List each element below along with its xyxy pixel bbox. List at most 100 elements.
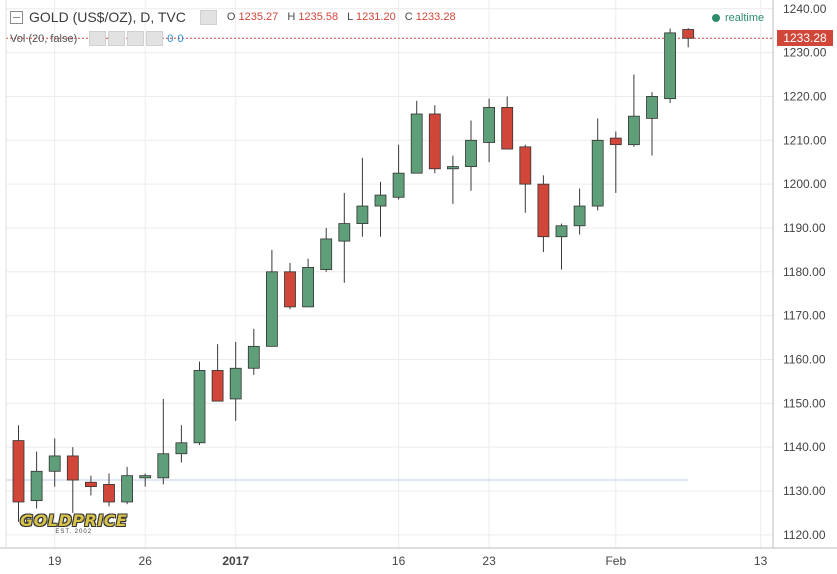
candle-body	[465, 139, 477, 167]
candle-body	[356, 205, 369, 224]
ohlc-low-value: 1231.20	[355, 11, 396, 23]
logo-sub-text: EST. 2002	[55, 529, 93, 535]
collapse-icon[interactable]	[10, 10, 23, 24]
candle	[66, 447, 79, 513]
y-tick-label: 1240.00	[783, 2, 827, 16]
symbol-title[interactable]: GOLD (US$/OZ), D, TVC	[29, 9, 186, 25]
candle	[374, 181, 387, 237]
candle-body	[157, 453, 170, 479]
status-dot-icon	[712, 14, 720, 22]
candle	[103, 473, 115, 507]
goldprice-logo: GOLDPRICE EST. 2002	[20, 511, 127, 535]
candle-body	[338, 223, 351, 242]
candle-body	[628, 115, 640, 146]
ohlc-high-label: H	[287, 11, 296, 23]
candle-body	[646, 96, 658, 119]
grid	[6, 0, 773, 548]
candle	[573, 188, 586, 235]
candle	[628, 74, 640, 147]
candle	[664, 28, 676, 104]
candle-body	[519, 146, 532, 185]
candle-body	[139, 475, 152, 479]
y-tick-label: 1130.00	[783, 484, 826, 498]
candle	[609, 131, 622, 193]
candle	[48, 438, 61, 487]
candle-body	[211, 370, 224, 402]
candle-body	[103, 484, 115, 503]
candle-body	[193, 370, 206, 444]
candle	[139, 473, 152, 487]
chart-legend: GOLD (US$/OZ), D, TVC O 1235.27 H 1235.5…	[10, 9, 462, 25]
candle	[465, 120, 477, 191]
last-price-badge: 1233.28	[777, 30, 833, 47]
candle	[247, 328, 260, 375]
candle	[265, 249, 278, 347]
candle	[302, 258, 315, 308]
candle-body	[302, 267, 315, 308]
candle	[85, 475, 97, 496]
ohlc-values: O 1235.27 H 1235.58 L 1231.20 C 1233.28	[227, 11, 462, 23]
candle	[591, 118, 604, 211]
candle	[211, 344, 224, 402]
candle-body	[48, 455, 61, 472]
close-icon[interactable]	[127, 31, 145, 46]
y-tick-label: 1210.00	[783, 133, 827, 147]
x-tick-label: 23	[482, 554, 496, 568]
candle	[193, 361, 206, 445]
volume-legend: Vol (20, false) 0 0	[10, 31, 184, 46]
candle-body	[555, 225, 568, 238]
eye-icon[interactable]	[89, 31, 107, 46]
candle	[338, 192, 351, 283]
candle-body	[664, 32, 676, 100]
candle	[121, 466, 133, 505]
candle-body	[247, 345, 260, 369]
candle-body	[483, 107, 496, 143]
y-tick-label: 1180.00	[783, 265, 826, 279]
candle	[392, 144, 405, 200]
ohlc-open-label: O	[226, 11, 236, 23]
y-tick-label: 1160.00	[783, 352, 826, 366]
x-tick-label: 19	[48, 554, 62, 568]
candle	[555, 223, 568, 270]
x-tick-label: 16	[392, 554, 406, 568]
candle	[682, 28, 695, 48]
candle	[537, 175, 550, 253]
ohlc-low-label: L	[347, 11, 353, 23]
settings-icon[interactable]	[108, 31, 126, 46]
candle-body	[320, 238, 333, 271]
candle	[30, 451, 43, 509]
more-icon[interactable]	[146, 31, 164, 46]
candle-body	[609, 137, 622, 146]
candle-body	[121, 475, 133, 503]
candle	[320, 227, 333, 272]
y-tick-label: 1220.00	[783, 89, 827, 103]
logo-main-text: GOLDPRICE	[20, 511, 128, 530]
candle	[284, 263, 296, 310]
ohlc-close-label: C	[404, 11, 413, 23]
candle	[356, 157, 369, 237]
candle-body	[410, 113, 423, 174]
candle	[646, 92, 658, 156]
candle	[157, 398, 170, 485]
volume-buttons	[89, 31, 164, 46]
settings-icon[interactable]	[199, 9, 217, 25]
volume-value-1: 0	[167, 32, 174, 45]
volume-label[interactable]: Vol (20, false)	[10, 32, 78, 45]
ohlc-open-value: 1235.27	[238, 11, 279, 23]
y-tick-label: 1170.00	[783, 309, 826, 323]
candle-body	[428, 113, 441, 170]
candle	[519, 144, 532, 213]
x-tick-label: 2017	[222, 554, 249, 568]
candle-body	[30, 470, 43, 502]
candle-body	[374, 194, 387, 207]
candle	[12, 425, 25, 522]
x-tick-label: 13	[754, 554, 768, 568]
y-tick-label: 1230.00	[783, 46, 827, 60]
realtime-indicator: realtime	[712, 12, 764, 24]
candle-body	[85, 481, 97, 488]
legend-buttons	[199, 9, 217, 25]
candles	[12, 28, 695, 522]
candle-body	[591, 139, 604, 207]
candle-body	[392, 172, 405, 198]
